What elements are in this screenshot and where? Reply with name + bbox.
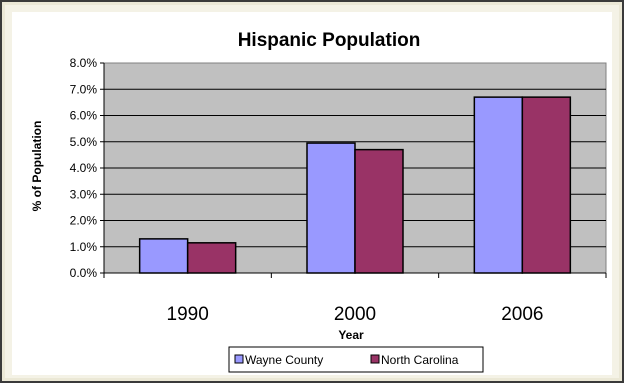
bars [138,96,572,274]
bar-north-carolina-2006 [521,96,572,274]
x-tick-label: 1990 [167,304,209,325]
legend: Wayne County North Carolina [228,346,484,373]
x-tick-label: 2006 [501,304,543,325]
legend-swatch-north-carolina [370,354,380,364]
y-tick-label: 1.0% [70,240,98,254]
legend-box [228,346,484,373]
y-tick-label: 6.0% [70,109,98,123]
x-axis-ticks: 1990 2000 2006 [103,273,607,325]
y-tick-label: 5.0% [70,135,98,149]
chart-title: Hispanic Population [238,30,421,51]
legend-swatch-wayne-county [234,354,244,364]
y-tick-label: 8.0% [70,56,98,70]
x-axis-title: Year [338,328,364,342]
y-tick-label: 0.0% [70,266,98,280]
y-axis-title: % of Population [30,121,44,212]
y-tick-label: 2.0% [70,214,98,228]
y-axis-ticks: 0.0% 1.0% 2.0% 3.0% 4.0% 5.0% 6.0% 7.0% 8.0% [70,56,104,280]
y-tick-label: 3.0% [70,187,98,201]
y-tick-label: 4.0% [70,161,98,175]
bar-north-carolina-1990 [186,242,237,274]
bar-wayne-county-2006 [473,96,524,274]
x-tick-label: 2000 [334,304,376,325]
legend-label-wayne-county: Wayne County [245,353,323,367]
legend-label-north-carolina: North Carolina [381,353,459,367]
bar-wayne-county-1990 [138,238,189,274]
bar-north-carolina-2000 [354,148,404,274]
bar-wayne-county-2000 [306,142,356,274]
y-tick-label: 7.0% [70,82,98,96]
